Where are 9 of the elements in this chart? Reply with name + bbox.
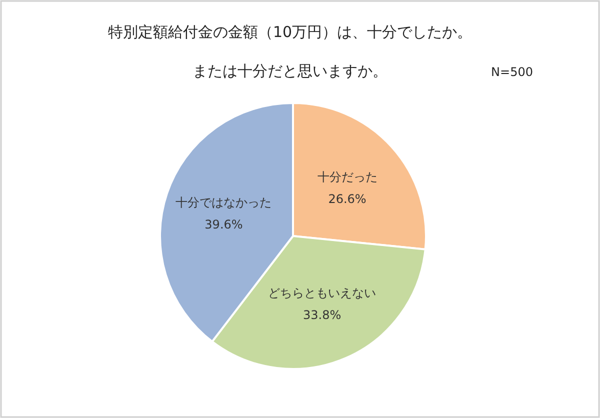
text: N=500 [491, 65, 533, 79]
chart-title: 特別定額給付金の金額（10万円）は、十分でしたか。 [108, 23, 472, 41]
data-label: 33.8% [302, 308, 342, 322]
slice-label: 十分だった [317, 170, 378, 184]
data-label: 39.6% [204, 218, 243, 232]
slice-label: 十分ではなかった [176, 196, 272, 210]
data-label: 26.6% [328, 192, 366, 206]
chart-subtitle: または十分だと思いますか。 [192, 62, 388, 80]
slice-label: どちらともいえない [268, 286, 376, 300]
